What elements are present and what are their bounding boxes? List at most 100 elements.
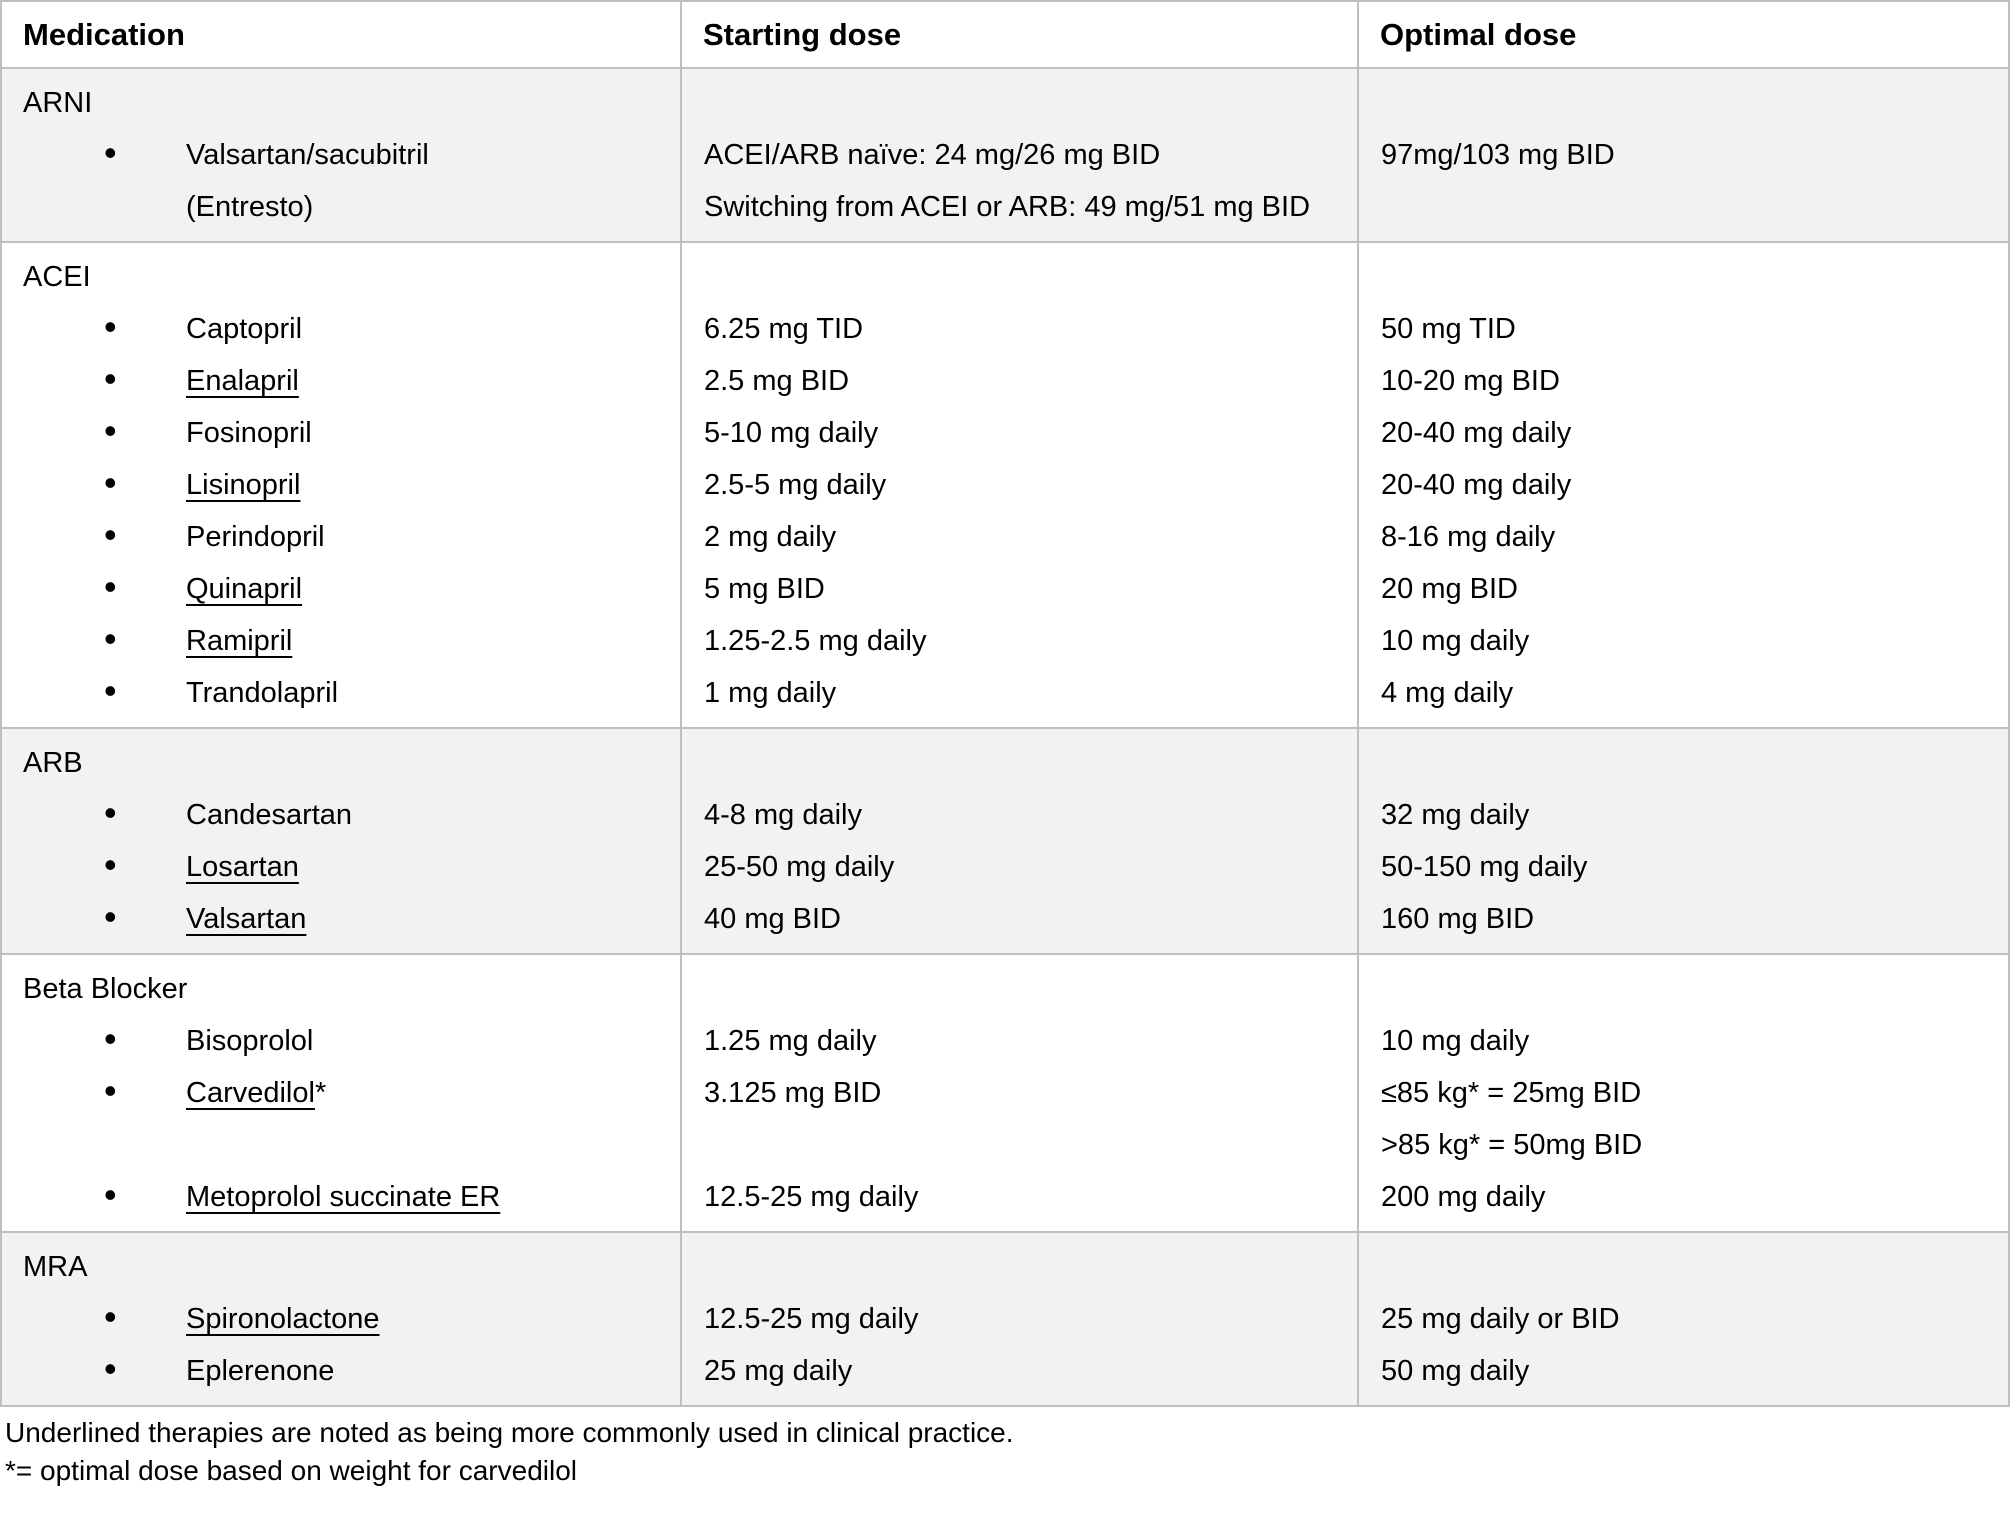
- medication-item: • Perindopril: [2, 511, 680, 563]
- medication-cell: ARB • Candesartan • Losartan • Valsartan: [2, 729, 682, 955]
- optimal-dose-cell: 25 mg daily or BID 50 mg daily: [1359, 1233, 2008, 1405]
- medication-item: • Quinapril: [2, 563, 680, 615]
- medication-item: • Bisoprolol: [2, 1015, 680, 1067]
- bullet-icon: •: [104, 1348, 117, 1389]
- starting-dose-stack: 4-8 mg daily 25-50 mg daily 40 mg BID: [704, 737, 1357, 945]
- medication-name: Spironolactone: [186, 1303, 380, 1335]
- medication-name: Candesartan: [186, 799, 353, 831]
- optimal-dose-value: 160 mg BID: [1381, 903, 1535, 935]
- optimal-dose-cell: 97mg/103 mg BID: [1359, 69, 2008, 243]
- medication-item: • Spironolactone: [2, 1293, 680, 1345]
- medication-item: • Candesartan: [2, 789, 680, 841]
- optimal-dose-value: 20 mg BID: [1381, 573, 1518, 605]
- bullet-icon: •: [104, 670, 117, 711]
- asterisk-marker: *: [314, 1077, 327, 1109]
- medication-item: • Losartan: [2, 841, 680, 893]
- medication-name: Losartan: [186, 851, 299, 883]
- bullet-icon: •: [104, 566, 117, 607]
- medication-name: Quinapril: [186, 573, 303, 605]
- optimal-dose-cell: 32 mg daily 50-150 mg daily 160 mg BID: [1359, 729, 2008, 955]
- drug-class-label: ACEI: [23, 261, 91, 293]
- medication-name: Bisoprolol: [186, 1025, 314, 1057]
- starting-dose-value: 2.5-5 mg daily: [704, 469, 887, 501]
- starting-dose-value: 2.5 mg BID: [704, 365, 850, 397]
- column-header-starting-dose: Starting dose: [682, 2, 1359, 69]
- bullet-icon: •: [104, 306, 117, 347]
- medication-cell: ARNI • Valsartan/sacubitril (Entresto): [2, 69, 682, 243]
- medication-name: Eplerenone: [186, 1355, 335, 1387]
- medication-name: Fosinopril: [186, 417, 312, 449]
- bullet-icon: •: [104, 462, 117, 503]
- footnote-asterisk-note: *= optimal dose based on weight for carv…: [5, 1455, 578, 1486]
- medication-item: • Lisinopril: [2, 459, 680, 511]
- medication-name: Valsartan: [186, 903, 307, 935]
- medication-item: • Fosinopril: [2, 407, 680, 459]
- optimal-dose-stack: 10 mg daily ≤85 kg* = 25mg BID >85 kg* = 5…: [1381, 963, 2008, 1223]
- bullet-icon: •: [104, 514, 117, 555]
- bullet-icon: •: [104, 792, 117, 833]
- optimal-dose-value: 25 mg daily or BID: [1381, 1303, 1620, 1335]
- bullet-icon: •: [104, 1296, 117, 1337]
- starting-dose-value: [704, 1119, 1349, 1171]
- optimal-dose-value: 8-16 mg daily: [1381, 521, 1556, 553]
- optimal-dose-value: ≤85 kg* = 25mg BID: [1381, 1077, 1642, 1109]
- medication-name: Metoprolol succinate ER: [186, 1181, 501, 1213]
- medication-item: (Entresto): [2, 181, 680, 233]
- starting-dose-stack: 12.5-25 mg daily 25 mg daily: [704, 1241, 1357, 1397]
- starting-dose-value: 6.25 mg TID: [704, 313, 864, 345]
- bullet-icon: •: [104, 1174, 117, 1215]
- footnotes: Underlined therapies are noted as being …: [0, 1407, 2010, 1490]
- optimal-dose-value: 50-150 mg daily: [1381, 851, 1588, 883]
- optimal-dose-value: >85 kg* = 50mg BID: [1381, 1129, 1643, 1161]
- starting-dose-stack: 6.25 mg TID 2.5 mg BID 5-10 mg daily 2.5-5 …: [704, 251, 1357, 719]
- medication-name: Carvedilol: [186, 1077, 315, 1109]
- drug-class-label: MRA: [23, 1251, 88, 1283]
- drug-class-label: ARNI: [23, 87, 93, 119]
- optimal-dose-value: 200 mg daily: [1381, 1181, 1546, 1213]
- medication-dosing-table: Medication Starting dose Optimal dose AR…: [0, 0, 2010, 1407]
- starting-dose-value: 40 mg BID: [704, 903, 841, 935]
- starting-dose-value: 4-8 mg daily: [704, 799, 862, 831]
- optimal-dose-value: 50 mg TID: [1381, 313, 1516, 345]
- bullet-icon: •: [104, 410, 117, 451]
- starting-dose-cell: 6.25 mg TID 2.5 mg BID 5-10 mg daily 2.5-5 …: [682, 243, 1359, 729]
- starting-dose-value: 1.25-2.5 mg daily: [704, 625, 927, 657]
- optimal-dose-stack: 25 mg daily or BID 50 mg daily: [1381, 1241, 2008, 1397]
- bullet-icon: •: [104, 896, 117, 937]
- medication-name: Perindopril: [186, 521, 325, 553]
- medication-name: Ramipril: [186, 625, 293, 657]
- column-header-optimal-dose: Optimal dose: [1359, 2, 2008, 69]
- bullet-icon: •: [104, 618, 117, 659]
- medication-name: Valsartan/sacubitril: [186, 139, 429, 171]
- bullet-icon: •: [104, 132, 117, 173]
- starting-dose-value: Switching from ACEI or ARB: 49 mg/51 mg …: [704, 191, 1311, 223]
- medication-cell: MRA • Spironolactone • Eplerenone: [2, 1233, 682, 1405]
- optimal-dose-stack: 50 mg TID 10-20 mg BID 20-40 mg daily 20-40…: [1381, 251, 2008, 719]
- starting-dose-value: 2 mg daily: [704, 521, 837, 553]
- medication-item: • Metoprolol succinate ER: [2, 1171, 680, 1223]
- medication-name: Enalapril: [186, 365, 299, 397]
- starting-dose-value: 1 mg daily: [704, 677, 837, 709]
- medication-item: • Eplerenone: [2, 1345, 680, 1397]
- optimal-dose-cell: 50 mg TID 10-20 mg BID 20-40 mg daily 20-40…: [1359, 243, 2008, 729]
- bullet-icon: •: [104, 1018, 117, 1059]
- starting-dose-cell: 1.25 mg daily 3.125 mg BID 12.5-25 mg dail…: [682, 955, 1359, 1233]
- starting-dose-value: 12.5-25 mg daily: [704, 1181, 919, 1213]
- starting-dose-stack: 1.25 mg daily 3.125 mg BID 12.5-25 mg dail…: [704, 963, 1357, 1223]
- medication-item: • Ramipril: [2, 615, 680, 667]
- optimal-dose-cell: 10 mg daily ≤85 kg* = 25mg BID >85 kg* = 5…: [1359, 955, 2008, 1233]
- starting-dose-value: 5 mg BID: [704, 573, 825, 605]
- optimal-dose-value: 97mg/103 mg BID: [1381, 139, 1615, 171]
- medication-cell: ACEI • Captopril • Enalapril • Fosinopril • Lisi…: [2, 243, 682, 729]
- optimal-dose-value: 32 mg daily: [1381, 799, 1530, 831]
- starting-dose-value: 3.125 mg BID: [704, 1077, 882, 1109]
- medication-item: • Carvedilol*: [2, 1067, 680, 1119]
- bullet-icon: •: [104, 844, 117, 885]
- medication-item: • Trandolapril: [2, 667, 680, 719]
- medication-item: • Enalapril: [2, 355, 680, 407]
- optimal-dose-stack: 97mg/103 mg BID: [1381, 77, 2008, 181]
- starting-dose-value: ACEI/ARB naïve: 24 mg/26 mg BID: [704, 139, 1161, 171]
- starting-dose-value: 5-10 mg daily: [704, 417, 879, 449]
- spacer-line: [2, 1119, 680, 1171]
